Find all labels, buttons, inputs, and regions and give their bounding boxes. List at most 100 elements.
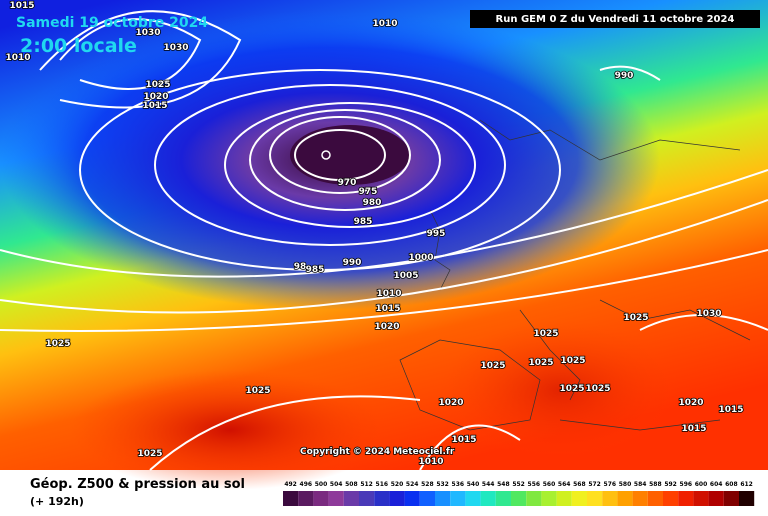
isobar-label: 1015 <box>375 304 400 314</box>
isobar-label: 985 <box>354 217 373 227</box>
scale-label: 508 <box>345 481 358 488</box>
isobar-label: 1010 <box>376 289 401 299</box>
copyright: Copyright © 2024 Meteociel.fr <box>300 447 455 457</box>
scale-swatch <box>723 491 739 506</box>
scale-swatch <box>298 491 314 506</box>
isobar-label: 1015 <box>718 405 743 415</box>
scale-swatch <box>480 491 496 506</box>
scale-label: 520 <box>391 481 404 488</box>
isobar-label: 1030 <box>135 28 160 38</box>
isobar-label: 1025 <box>145 80 170 90</box>
scale-swatch <box>465 491 481 506</box>
isobar-label: 1020 <box>438 398 463 408</box>
scale-label: 540 <box>467 481 480 488</box>
time-text: 2:00 locale <box>20 35 137 57</box>
isobar-label: 1005 <box>393 271 418 281</box>
date-text: Samedi 19 octobre 2024 <box>16 15 208 31</box>
scale-label: 612 <box>740 481 753 488</box>
scale-label: 608 <box>725 481 738 488</box>
color-scale: 492 496 500 504 508 512 516 520 524 528 532 536 540 5… <box>283 481 755 506</box>
isobar-label: 1020 <box>374 322 399 332</box>
isobar-label: 1020 <box>143 92 168 102</box>
isobar-label: 1015 <box>9 1 34 11</box>
isobar-label: 1015 <box>142 101 167 111</box>
isobar-label: 98 <box>294 262 307 272</box>
isobar-label: 1025 <box>585 384 610 394</box>
isobar-label: 1010 <box>5 53 30 63</box>
scale-label: 568 <box>573 481 586 488</box>
isobar-label: 1010 <box>372 19 397 29</box>
scale-label: 552 <box>512 481 525 488</box>
map <box>0 0 768 490</box>
scale-swatch <box>359 491 375 506</box>
scale-swatch <box>526 491 542 506</box>
scale-swatch <box>617 491 633 506</box>
scale-swatch <box>678 491 694 506</box>
isobar-label: 1025 <box>623 313 648 323</box>
scale-label: 564 <box>558 481 571 488</box>
isobar-label: 970 <box>338 178 357 188</box>
isobar-label: 1030 <box>696 309 721 319</box>
scale-label: 516 <box>376 481 389 488</box>
isobar-label: 1020 <box>678 398 703 408</box>
scale-label: 492 <box>284 481 297 488</box>
scale-swatch <box>708 491 724 506</box>
scale-label: 512 <box>360 481 373 488</box>
scale-label: 600 <box>695 481 708 488</box>
scale-label: 532 <box>436 481 449 488</box>
scale-swatch <box>435 491 451 506</box>
isobar-label: 1025 <box>560 356 585 366</box>
scale-swatch <box>556 491 572 506</box>
isobar-label: 1015 <box>681 424 706 434</box>
scale-label: 580 <box>619 481 632 488</box>
isobar-label: 1030 <box>163 43 188 53</box>
isobar-label: 1015 <box>451 435 476 445</box>
scale-swatch <box>313 491 329 506</box>
isobar-labels: 1015101010301030102510201015101099097097… <box>5 0 745 468</box>
scale-label: 588 <box>649 481 662 488</box>
scale-swatch <box>419 491 435 506</box>
isobar-label: 980 <box>363 198 382 208</box>
scale-swatch <box>541 491 557 506</box>
scale-swatch <box>283 491 299 506</box>
scale-label: 584 <box>634 481 647 488</box>
isobar-label: 1025 <box>45 339 70 349</box>
scale-swatch <box>343 491 359 506</box>
scale-swatch <box>632 491 648 506</box>
scale-label: 576 <box>604 481 617 488</box>
scale-label: 496 <box>300 481 313 488</box>
isobar-label: 1010 <box>418 457 443 467</box>
scale-label: 556 <box>528 481 541 488</box>
scale-label: 536 <box>452 481 465 488</box>
scale-label: 560 <box>543 481 556 488</box>
isobar-label: 1000 <box>408 253 433 263</box>
scale-swatch <box>647 491 663 506</box>
isobar-label: 1025 <box>480 361 505 371</box>
scale-label: 528 <box>421 481 434 488</box>
isobar-label: 975 <box>359 187 378 197</box>
scale-label: 572 <box>588 481 601 488</box>
isobar-label: 1025 <box>559 384 584 394</box>
scale-swatch <box>587 491 603 506</box>
scale-label: 504 <box>330 481 343 488</box>
footer-lead: (+ 192h) <box>30 495 84 508</box>
isobar-label: 990 <box>343 258 362 268</box>
scale-swatch <box>450 491 466 506</box>
scale-swatch <box>602 491 618 506</box>
run-banner <box>470 10 760 28</box>
scale-swatch <box>693 491 709 506</box>
isobar-label: 1025 <box>245 386 270 396</box>
scale-label: 544 <box>482 481 495 488</box>
scale-label: 524 <box>406 481 419 488</box>
scale-label: 596 <box>680 481 693 488</box>
isobar-label: 1025 <box>137 449 162 459</box>
isobar-label: 985 <box>306 265 325 275</box>
isobar-label: 995 <box>427 229 446 239</box>
scale-label: 592 <box>664 481 677 488</box>
run-text: Run GEM 0 Z du Vendredi 11 octobre 2024 <box>496 14 735 25</box>
scale-swatch <box>663 491 679 506</box>
scale-label: 500 <box>315 481 328 488</box>
scale-swatch <box>328 491 344 506</box>
isobar-label: 1025 <box>533 329 558 339</box>
